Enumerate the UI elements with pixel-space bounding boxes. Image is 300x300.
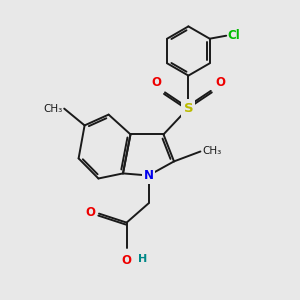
Text: O: O [215,76,225,89]
Text: CH₃: CH₃ [202,146,221,157]
Text: O: O [122,254,132,267]
Text: O: O [85,206,95,219]
Text: N: N [143,169,154,182]
Text: O: O [152,76,161,89]
Text: S: S [184,101,193,115]
Text: H: H [138,254,147,264]
Text: Cl: Cl [228,28,241,42]
Text: CH₃: CH₃ [43,103,62,114]
